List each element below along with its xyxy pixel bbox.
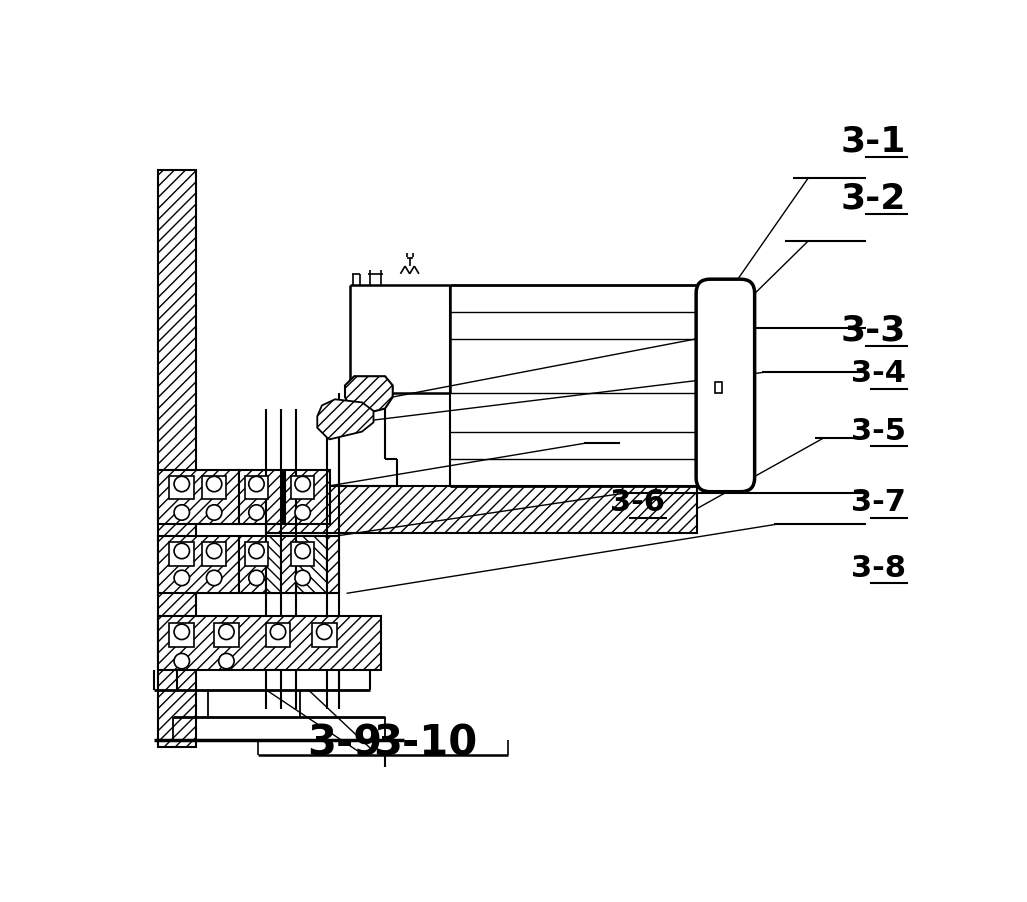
Text: 3-3: 3-3 xyxy=(840,314,906,347)
Bar xyxy=(715,382,722,393)
Circle shape xyxy=(295,476,310,492)
Text: 3-4: 3-4 xyxy=(851,359,906,388)
Circle shape xyxy=(174,543,189,558)
Circle shape xyxy=(174,653,189,668)
Bar xyxy=(238,536,283,594)
Text: 3-10: 3-10 xyxy=(373,722,478,764)
Bar xyxy=(169,622,194,648)
Circle shape xyxy=(270,624,286,640)
Bar xyxy=(244,476,268,500)
Bar xyxy=(266,536,281,594)
Bar xyxy=(291,476,314,500)
Circle shape xyxy=(174,624,189,640)
Bar xyxy=(284,470,330,524)
Bar xyxy=(291,542,314,566)
Bar xyxy=(312,622,337,648)
Bar xyxy=(169,542,194,566)
Bar xyxy=(244,542,268,566)
Text: 3-6: 3-6 xyxy=(610,488,664,517)
Bar xyxy=(169,476,194,500)
Bar xyxy=(201,542,226,566)
Text: 3-8: 3-8 xyxy=(851,554,906,583)
Circle shape xyxy=(206,570,222,585)
Circle shape xyxy=(249,476,264,492)
Bar xyxy=(266,485,697,533)
Bar xyxy=(238,470,283,524)
Text: 3-5: 3-5 xyxy=(851,417,906,446)
Text: 3-9: 3-9 xyxy=(307,722,382,764)
Bar xyxy=(158,170,196,748)
Bar xyxy=(297,536,328,594)
Bar xyxy=(281,536,297,594)
Circle shape xyxy=(174,476,189,492)
Circle shape xyxy=(219,624,234,640)
Circle shape xyxy=(295,505,310,520)
Circle shape xyxy=(249,570,264,585)
Bar xyxy=(266,622,291,648)
Circle shape xyxy=(219,653,234,668)
Circle shape xyxy=(206,476,222,492)
Circle shape xyxy=(174,570,189,585)
Text: 3-2: 3-2 xyxy=(840,181,906,216)
Polygon shape xyxy=(317,400,374,439)
Polygon shape xyxy=(345,376,392,416)
Bar xyxy=(158,470,238,524)
Bar xyxy=(201,476,226,500)
Circle shape xyxy=(174,505,189,520)
Circle shape xyxy=(206,543,222,558)
Circle shape xyxy=(249,505,264,520)
Bar xyxy=(328,536,339,594)
Text: 3-7: 3-7 xyxy=(851,488,906,517)
Bar xyxy=(158,616,381,670)
Circle shape xyxy=(295,543,310,558)
Bar xyxy=(158,536,238,594)
Bar xyxy=(284,536,330,594)
Bar xyxy=(214,622,238,648)
Circle shape xyxy=(249,543,264,558)
Circle shape xyxy=(206,505,222,520)
Text: 3-1: 3-1 xyxy=(840,124,906,159)
Circle shape xyxy=(316,624,332,640)
FancyBboxPatch shape xyxy=(696,280,755,492)
Circle shape xyxy=(295,570,310,585)
